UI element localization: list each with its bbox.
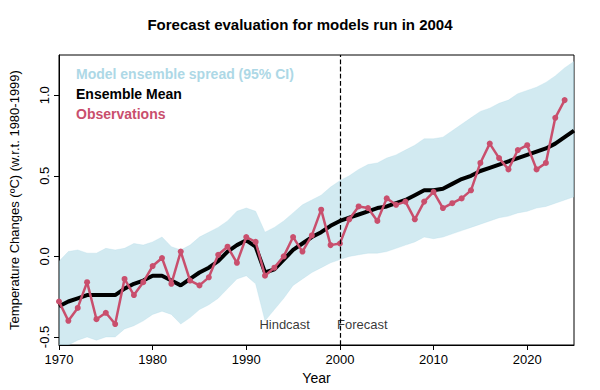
- svg-text:Forecast: Forecast: [337, 317, 388, 332]
- svg-text:Forecast evaluation for models: Forecast evaluation for models run in 20…: [147, 16, 453, 33]
- svg-text:2000: 2000: [325, 352, 354, 367]
- svg-text:Ensemble Mean: Ensemble Mean: [76, 86, 182, 102]
- svg-text:Temperature Changes (ºC) (w.r.: Temperature Changes (ºC) (w.r.t. 1980-19…: [7, 70, 22, 330]
- svg-text:Hindcast: Hindcast: [259, 317, 310, 332]
- svg-text:2020: 2020: [513, 352, 542, 367]
- svg-text:1990: 1990: [232, 352, 261, 367]
- svg-text:Observations: Observations: [76, 106, 166, 122]
- svg-text:1.0: 1.0: [37, 86, 52, 104]
- svg-text:-0.5: -0.5: [37, 326, 52, 348]
- svg-text:0.0: 0.0: [37, 247, 52, 265]
- svg-text:Year: Year: [302, 370, 331, 386]
- svg-text:0.5: 0.5: [37, 167, 52, 185]
- svg-text:1980: 1980: [138, 352, 167, 367]
- svg-text:1970: 1970: [45, 352, 74, 367]
- svg-text:2010: 2010: [419, 352, 448, 367]
- svg-text:Model ensemble spread (95% CI): Model ensemble spread (95% CI): [76, 66, 294, 82]
